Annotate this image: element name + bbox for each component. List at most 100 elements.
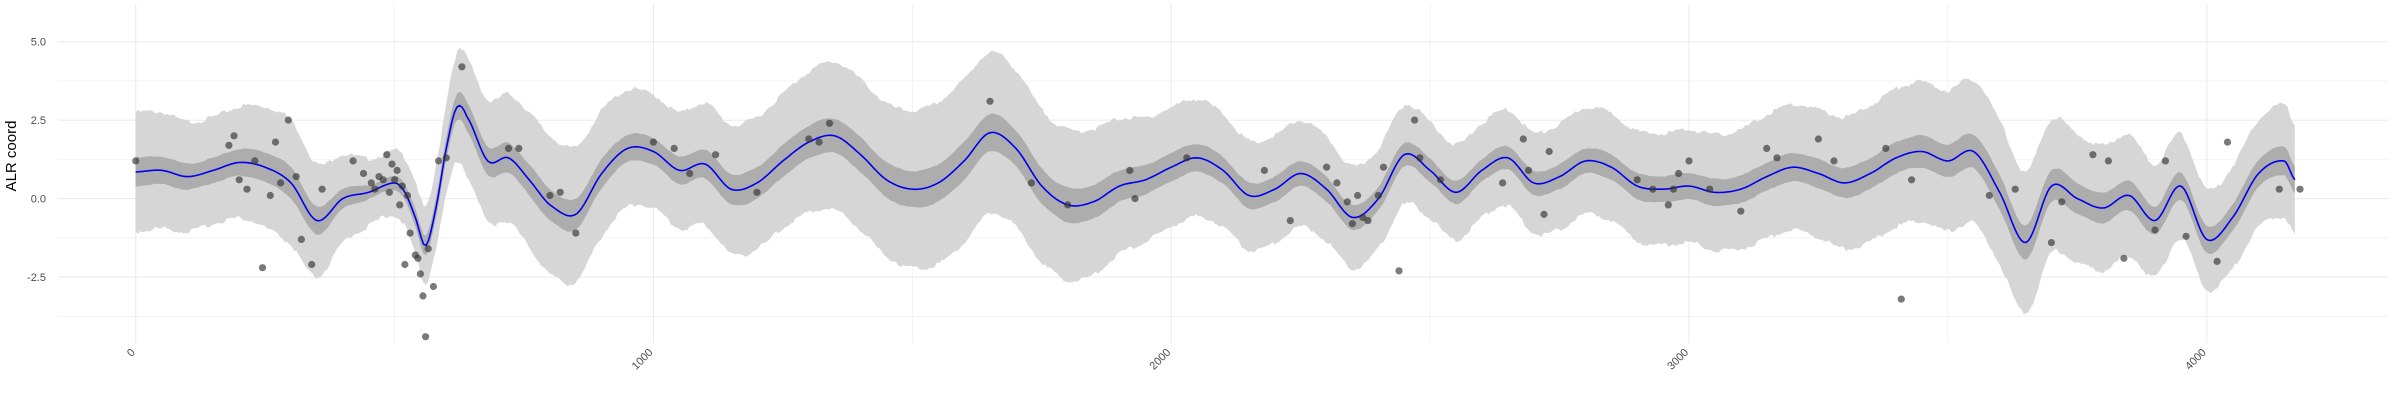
- observation-point: [393, 166, 401, 174]
- inner-credible-band: [135, 91, 2295, 260]
- observation-point: [388, 160, 396, 168]
- observation-point: [546, 191, 554, 200]
- observation-point: [235, 176, 243, 184]
- observation-points: [132, 63, 2304, 341]
- observation-point: [292, 173, 300, 181]
- observation-point: [277, 179, 285, 187]
- observation-point: [1763, 144, 1771, 152]
- observation-point: [396, 201, 404, 209]
- observation-point: [1519, 135, 1527, 143]
- observation-point: [424, 245, 432, 253]
- observation-point: [1664, 201, 1672, 209]
- observation-point: [251, 157, 259, 165]
- observation-point: [243, 185, 251, 193]
- observation-point: [1436, 176, 1445, 184]
- observation-point: [1649, 185, 1657, 193]
- observation-point: [284, 116, 292, 124]
- observation-point: [1027, 179, 1035, 187]
- observation-point: [419, 292, 427, 300]
- observation-point: [1633, 176, 1641, 184]
- observation-point: [1897, 295, 1905, 303]
- observation-point: [2223, 138, 2232, 146]
- mean-line-layer: [135, 104, 2296, 247]
- observation-point: [132, 157, 140, 165]
- observation-point: [435, 157, 443, 165]
- observation-point: [2182, 232, 2190, 240]
- observation-point: [1126, 166, 1134, 174]
- observation-point: [1260, 166, 1268, 174]
- observation-point: [401, 260, 409, 269]
- observation-point: [359, 169, 368, 178]
- observation-point: [1773, 154, 1781, 162]
- observation-point: [258, 264, 267, 272]
- observation-point: [825, 119, 834, 127]
- observation-point: [2104, 157, 2112, 165]
- observation-point: [1669, 185, 1678, 193]
- observation-point: [422, 333, 430, 341]
- observation-point: [1540, 210, 1548, 218]
- observation-point: [1499, 179, 1507, 187]
- observation-point: [383, 151, 391, 159]
- observation-point: [572, 229, 580, 237]
- observation-point: [391, 176, 399, 184]
- observation-point: [1323, 163, 1331, 171]
- y-tick-label: 2.5: [31, 115, 46, 127]
- observation-point: [2161, 157, 2169, 165]
- observation-point: [1908, 176, 1916, 184]
- outer-credible-band: [135, 47, 2295, 315]
- observation-point: [2011, 185, 2019, 193]
- y-axis-title: ALR coord: [3, 121, 20, 192]
- observation-point: [1814, 135, 1822, 143]
- observation-point: [1985, 191, 1993, 200]
- observation-point: [1131, 195, 1139, 203]
- observation-point: [1374, 191, 1382, 200]
- observation-point: [1395, 267, 1403, 275]
- y-tick-label: -2.5: [27, 272, 46, 284]
- observation-point: [1354, 191, 1362, 200]
- observation-point: [1830, 157, 1838, 165]
- observation-point: [297, 235, 305, 243]
- observation-point: [406, 229, 414, 237]
- observation-point: [429, 282, 437, 291]
- observation-point: [266, 191, 274, 200]
- observation-point: [403, 191, 412, 200]
- observation-point: [1379, 163, 1388, 171]
- observation-point: [556, 188, 564, 196]
- observation-point: [442, 154, 450, 162]
- observation-point: [1364, 217, 1372, 225]
- observation-point: [2120, 254, 2128, 262]
- observation-point: [1064, 201, 1072, 209]
- observation-point: [1545, 147, 1553, 156]
- observation-point: [458, 63, 466, 71]
- observation-point: [230, 132, 238, 140]
- observation-point: [2213, 257, 2221, 265]
- observation-point: [1333, 179, 1341, 187]
- observation-point: [367, 179, 375, 187]
- observation-point: [1524, 166, 1533, 174]
- observation-point: [670, 144, 678, 152]
- observation-point: [1737, 207, 1745, 215]
- observation-point: [385, 188, 393, 196]
- observation-point: [1416, 154, 1424, 162]
- y-tick-label: 0.0: [31, 194, 46, 206]
- observation-point: [649, 138, 658, 146]
- observation-point: [1411, 116, 1419, 124]
- observation-point: [1882, 144, 1890, 152]
- observation-point: [308, 260, 316, 269]
- observation-point: [515, 144, 523, 152]
- observation-point: [2151, 226, 2159, 234]
- observation-point: [2275, 185, 2283, 193]
- observation-point: [1675, 169, 1683, 178]
- observation-point: [753, 188, 761, 196]
- observation-point: [1343, 198, 1351, 206]
- observation-point: [2296, 185, 2304, 193]
- observation-point: [371, 185, 379, 193]
- observation-point: [1706, 185, 1714, 193]
- observation-point: [271, 138, 280, 146]
- observation-point: [805, 135, 813, 143]
- observation-point: [2089, 151, 2097, 159]
- observation-point: [1348, 220, 1356, 228]
- observation-point: [318, 185, 326, 193]
- observation-point: [1183, 154, 1191, 162]
